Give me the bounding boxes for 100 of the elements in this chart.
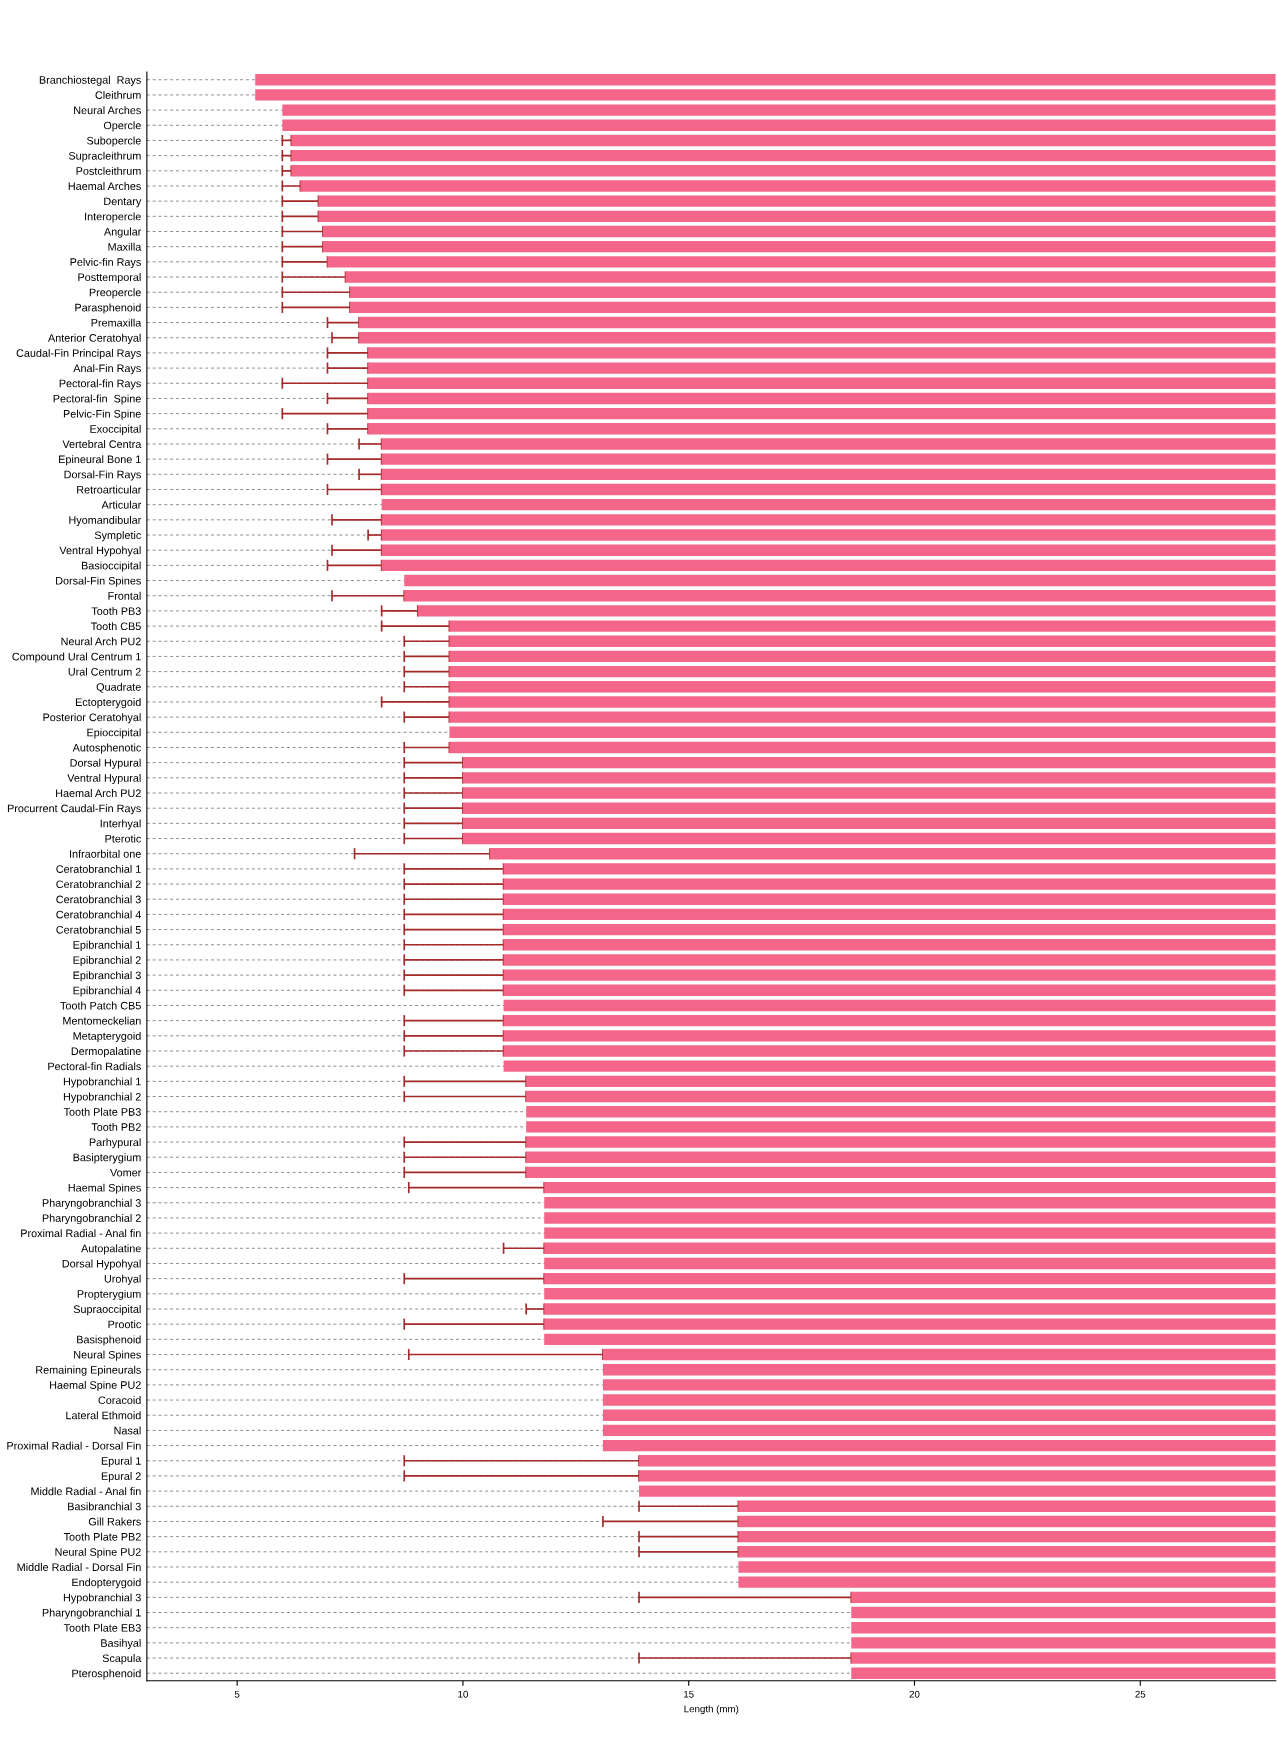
- y-tick-label: Pelvic-fin Rays: [70, 257, 141, 269]
- y-tick-label: Epioccipital: [87, 728, 141, 739]
- y-tick-label: Ural Centrum 2: [68, 667, 141, 676]
- x-tick-label: 10: [458, 1690, 468, 1698]
- y-tick-label: Posterior Ceratohyal: [43, 713, 141, 724]
- y-tick-label: Haemal Spines: [68, 1183, 141, 1194]
- x-axis-title: Length (mm): [684, 1705, 739, 1715]
- y-tick-label: Epibranchial 3: [73, 971, 141, 982]
- y-tick-label: Endopterygoid: [72, 1578, 141, 1589]
- y-tick-label: Pectoral-fin Radials: [48, 1062, 141, 1071]
- y-tick-label: Anal-Fin Rays: [73, 364, 141, 375]
- y-tick-label: Urohyal: [104, 1274, 141, 1285]
- y-tick-label: Anterior Ceratohyal: [48, 333, 141, 344]
- y-tick-label: Ceratobranchial 5: [56, 925, 141, 934]
- y-tick-label: Vomer: [110, 1168, 142, 1177]
- y-tick-label: Ceratobranchial 2: [56, 880, 141, 889]
- y-tick-label: Middle Radial - Anal fin: [31, 1487, 141, 1496]
- y-tick-label: Autosphenotic: [72, 743, 142, 754]
- y-tick-label: Haemal Arch PU2: [56, 789, 141, 798]
- y-tick-label: Epural 2: [101, 1472, 141, 1483]
- y-tick-label: Pectoral-fin Spine: [53, 394, 141, 405]
- y-tick-label: Dorsal Hypohyal: [62, 1259, 141, 1270]
- y-tick-label: Coracoid: [98, 1396, 141, 1405]
- y-tick-label: Posttemporal: [78, 273, 141, 284]
- y-tick-label: Tooth PB2: [91, 1122, 141, 1131]
- y-tick-label: Premaxilla: [91, 318, 142, 327]
- y-tick-label: Pharyngobranchial 3: [42, 1198, 141, 1209]
- x-tick-label: 15: [684, 1690, 694, 1698]
- y-tick-label: Quadrate: [96, 682, 141, 693]
- y-tick-label: Middle Radial - Dorsal Fin: [17, 1563, 141, 1572]
- y-tick-label: Vertebral Centra: [62, 440, 142, 448]
- y-tick-label: Tooth PB3: [91, 606, 141, 615]
- y-tick-label: Basihyal: [101, 1638, 141, 1650]
- y-tick-label: Basibranchial 3: [68, 1502, 141, 1511]
- y-tick-label: Neural Arches: [74, 106, 141, 115]
- y-tick-label: Tooth Plate EB3: [63, 1623, 141, 1632]
- y-tick-label: Pterotic: [105, 834, 142, 843]
- y-tick-label: Autopalatine: [81, 1244, 141, 1255]
- y-tick-label: Supracleithrum: [68, 151, 141, 162]
- x-tick-label: 20: [909, 1690, 920, 1698]
- y-tick-label: Exoccipital: [90, 424, 141, 435]
- y-tick-label: Remaining Epineurals: [36, 1365, 141, 1376]
- y-tick-label: Caudal-Fin Principal Rays: [16, 348, 141, 360]
- y-tick-label: Parasphenoid: [75, 303, 141, 314]
- y-tick-label: Pectoral-fin Rays: [59, 379, 141, 390]
- y-tick-label: Epineural Bone 1: [59, 455, 141, 466]
- x-tick-label: 25: [1135, 1690, 1146, 1698]
- y-tick-label: Epibranchial 1: [73, 940, 141, 951]
- y-tick-label: Epibranchial 4: [73, 986, 141, 997]
- y-tick-label: Dorsal-Fin Rays: [64, 470, 141, 481]
- y-tick-label: Gill Rakers: [88, 1517, 141, 1526]
- y-tick-label: Hypobranchial 1: [63, 1077, 141, 1088]
- y-tick-label: Postcleithrum: [76, 166, 141, 175]
- y-tick-label: Ectopterygoid: [75, 698, 141, 709]
- y-tick-label: Tooth Plate PB2: [63, 1532, 141, 1541]
- y-tick-label: Pharyngobranchial 1: [42, 1608, 141, 1619]
- y-tick-label: Epibranchial 2: [73, 956, 141, 967]
- y-tick-label: Hypobranchial 3: [63, 1593, 141, 1604]
- y-tick-label: Pterosphenoid: [72, 1669, 141, 1680]
- y-tick-label: Cleithrum: [95, 91, 141, 99]
- y-tick-label: Basisphenoid: [77, 1335, 141, 1346]
- y-tick-label: Maxilla: [108, 242, 142, 251]
- y-tick-label: Ventral Hypohyal: [59, 546, 141, 557]
- y-tick-label: Opercle: [103, 121, 141, 132]
- y-tick-label: Articular: [101, 500, 142, 509]
- y-tick-label: Subopercle: [86, 136, 141, 147]
- x-tick-label: 5: [234, 1690, 240, 1698]
- y-tick-label: Nasal: [114, 1426, 141, 1435]
- y-tick-label: Pharyngobranchial 2: [42, 1214, 141, 1225]
- y-tick-label: Tooth CB5: [90, 622, 141, 631]
- y-tick-label: Metapterygoid: [73, 1031, 141, 1042]
- y-tick-label: Tooth Plate PB3: [63, 1107, 141, 1116]
- y-tick-label: Haemal Arches: [68, 182, 141, 191]
- y-tick-label: Hypobranchial 2: [63, 1092, 141, 1103]
- y-tick-label: Pelvic-Fin Spine: [63, 409, 141, 420]
- y-tick-label: Infraorbital one: [70, 849, 141, 858]
- y-tick-label: Basipterygium: [73, 1153, 141, 1164]
- y-tick-label: Neural Arch PU2: [61, 637, 141, 646]
- y-tick-label: Epural 1: [101, 1456, 141, 1467]
- y-tick-label: Basioccipital: [81, 561, 141, 572]
- y-tick-label: Dorsal-Fin Spines: [56, 576, 141, 587]
- y-tick-label: Hyomandibular: [69, 515, 142, 527]
- y-tick-label: Haemal Spine PU2: [50, 1380, 141, 1392]
- y-tick-label: Dentary: [104, 197, 142, 208]
- y-tick-label: Ceratobranchial 4: [56, 910, 141, 919]
- y-tick-label: Angular: [103, 227, 142, 238]
- y-tick-label: Parhypural: [89, 1138, 141, 1149]
- y-tick-label: Prootic: [108, 1320, 142, 1329]
- y-tick-label: Neural Spine PU2: [55, 1547, 141, 1558]
- y-tick-label: Retroarticular: [77, 485, 142, 494]
- y-tick-label: Interopercle: [85, 212, 141, 223]
- y-tick-label: Dorsal Hypural: [70, 758, 141, 769]
- y-tick-label: Dermopalatine: [71, 1047, 141, 1058]
- y-tick-label: Frontal: [108, 591, 141, 600]
- y-tick-label: Neural Spines: [74, 1350, 141, 1361]
- y-tick-label: Proximal Radial - Dorsal Fin: [7, 1441, 141, 1450]
- y-tick-label: Propterygium: [77, 1289, 141, 1300]
- y-tick-label: Ventral Hypural: [67, 773, 141, 785]
- y-tick-label: Tooth Patch CB5: [60, 1001, 141, 1010]
- y-tick-label: Compound Ural Centrum 1: [12, 652, 141, 663]
